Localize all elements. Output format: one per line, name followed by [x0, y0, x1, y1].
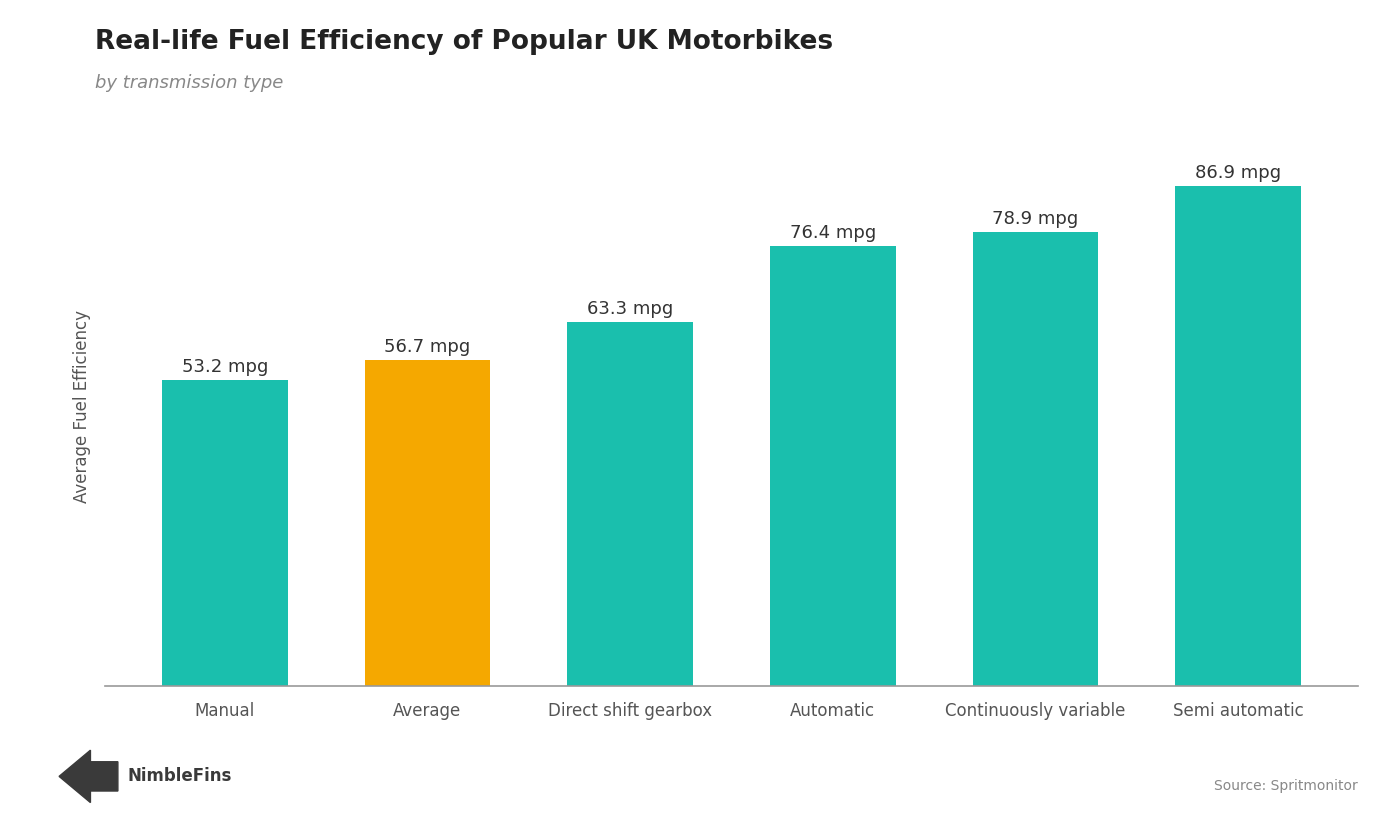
Bar [364, 360, 490, 686]
Text: 86.9 mpg: 86.9 mpg [1196, 164, 1281, 182]
Bar [770, 246, 896, 686]
Text: 76.4 mpg: 76.4 mpg [790, 224, 876, 242]
Text: Real-life Fuel Efficiency of Popular UK Motorbikes: Real-life Fuel Efficiency of Popular UK … [95, 29, 833, 55]
Text: 53.2 mpg: 53.2 mpg [182, 358, 267, 376]
Bar [567, 321, 693, 686]
Polygon shape [59, 750, 118, 802]
Text: Source: Spritmonitor: Source: Spritmonitor [1214, 779, 1358, 793]
Y-axis label: Average Fuel Efficiency: Average Fuel Efficiency [73, 311, 91, 503]
Text: 78.9 mpg: 78.9 mpg [993, 210, 1078, 228]
Text: 56.7 mpg: 56.7 mpg [385, 338, 470, 356]
Bar [1176, 186, 1301, 686]
Bar [162, 380, 287, 686]
Text: by transmission type: by transmission type [95, 74, 284, 92]
Text: 63.3 mpg: 63.3 mpg [587, 299, 673, 317]
Bar [973, 232, 1099, 686]
Text: NimbleFins: NimbleFins [127, 768, 232, 785]
